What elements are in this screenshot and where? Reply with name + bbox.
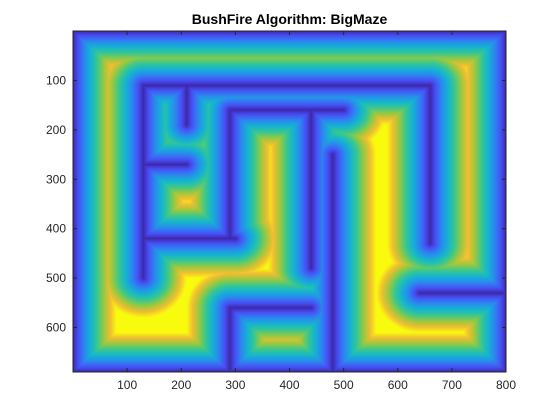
y-tick-label: 600 bbox=[46, 321, 66, 335]
heatmap-image bbox=[73, 31, 506, 372]
axes-box bbox=[72, 30, 507, 373]
chart-title: BushFire Algorithm: BigMaze bbox=[192, 11, 388, 27]
x-tick-label: 100 bbox=[117, 378, 137, 392]
y-tick-label: 400 bbox=[46, 222, 66, 236]
x-tick-label: 800 bbox=[496, 378, 516, 392]
x-axis: 100 200 300 400 500 600 700 800 bbox=[117, 31, 516, 392]
y-tick-label: 100 bbox=[46, 73, 66, 87]
x-tick-label: 500 bbox=[334, 378, 354, 392]
y-tick-label: 300 bbox=[46, 172, 66, 186]
y-tick-label: 200 bbox=[46, 123, 66, 137]
x-tick-label: 200 bbox=[171, 378, 191, 392]
y-axis: 100 200 300 400 500 600 bbox=[46, 73, 506, 335]
plot-area bbox=[73, 31, 506, 372]
x-tick-label: 700 bbox=[442, 378, 462, 392]
x-tick-label: 400 bbox=[279, 378, 299, 392]
y-tick-label: 500 bbox=[46, 271, 66, 285]
x-tick-label: 300 bbox=[225, 378, 245, 392]
x-tick-label: 600 bbox=[388, 378, 408, 392]
